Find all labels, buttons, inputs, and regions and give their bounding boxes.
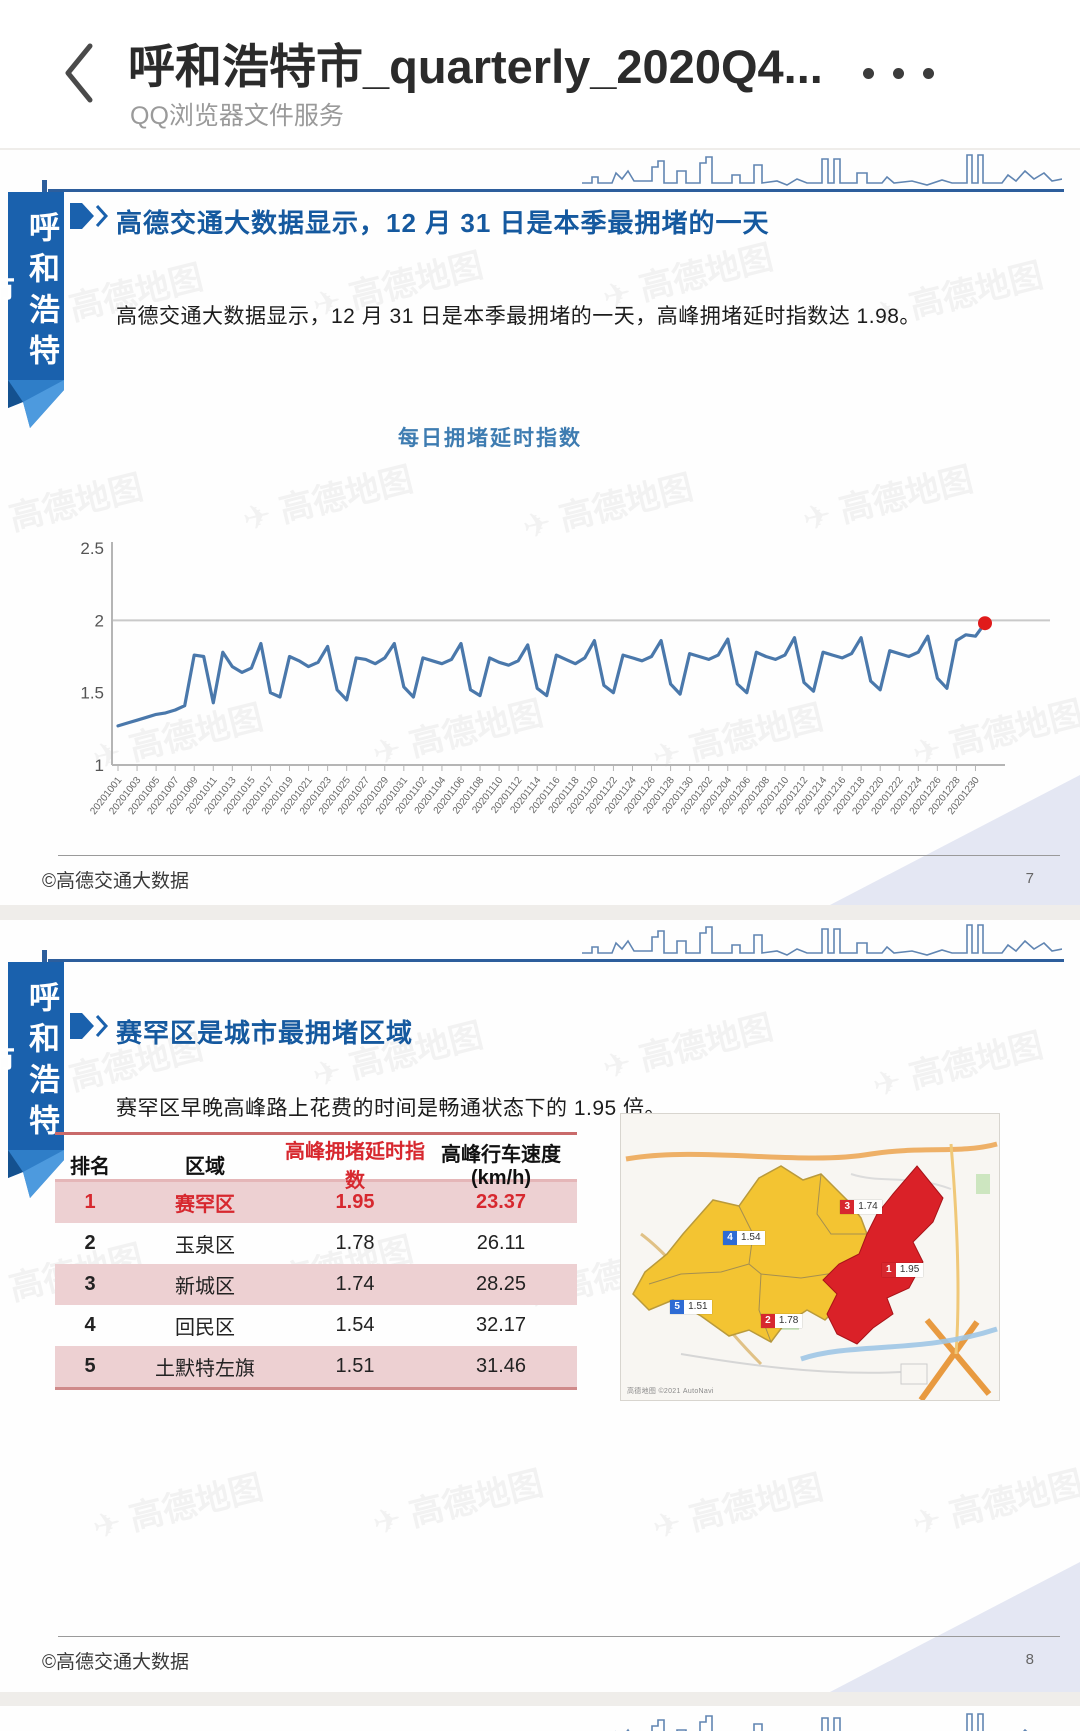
- table-cell: 赛罕区: [175, 1194, 235, 1216]
- page-number: 8: [1025, 1651, 1034, 1668]
- city-tab-ribbon: [8, 1150, 64, 1198]
- table-cell: 1.95: [335, 1191, 375, 1213]
- table-cell: 1.74: [335, 1273, 375, 1295]
- table-row: 1 赛罕区 1.95 23.37: [55, 1182, 577, 1223]
- district-value-tag: 3 1.74: [840, 1199, 882, 1214]
- divider-line: [48, 959, 1064, 962]
- slide2-title: 赛罕区是城市最拥堵区域: [116, 1018, 414, 1048]
- column-header: 高峰拥堵延时指数: [285, 1141, 425, 1192]
- copyright-text: ©高德交通大数据: [42, 871, 189, 892]
- amap-watermark: ✈ 高德地图: [88, 1468, 267, 1548]
- amap-watermark: ✈ 高德地图: [908, 1464, 1080, 1544]
- district-value-tag: 1 1.95: [881, 1262, 924, 1277]
- rank-badge: 2: [760, 1314, 775, 1329]
- table-cell: 1.78: [335, 1232, 375, 1254]
- table-cell: 23.37: [475, 1191, 527, 1213]
- report-page-8: ✈ 高德地图✈ 高德地图✈ 高德地图✈ 高德地图✈ 高德地图✈ 高德地图✈ 高德…: [0, 920, 1080, 1692]
- congestion-index-series: [116, 621, 987, 728]
- title-bullet-arrow-icon: [70, 202, 110, 235]
- table-cell: 新城区: [175, 1276, 235, 1298]
- table-cell: 28.25: [475, 1273, 527, 1295]
- table-cell: 土默特左旗: [155, 1358, 255, 1380]
- district-value-tag: 4 1.54: [723, 1231, 765, 1246]
- table-cell: 26.11: [476, 1232, 526, 1254]
- table-row: 2 玉泉区 1.78 26.11: [55, 1223, 577, 1264]
- table-cell: 玉泉区: [175, 1235, 235, 1257]
- district-value-tag: 2 1.78: [760, 1314, 803, 1329]
- peak-day-endpoint-marker: [978, 616, 992, 631]
- table-cell: 1: [84, 1191, 96, 1213]
- district-value-tag: 5 1.51: [670, 1299, 712, 1314]
- amap-watermark: ✈ 高德地图: [868, 1026, 1047, 1106]
- rank-badge: 4: [723, 1231, 738, 1246]
- divider-notch: [42, 180, 47, 194]
- table-cell: 5: [84, 1355, 96, 1377]
- district-congestion-map: 3 1.74 4 1.54 1 1.95 5 1.51 2 1.78 高德地图 ©2021 Aut…: [620, 1113, 1000, 1402]
- app-header: 呼和浩特市_quarterly_2020Q4... QQ浏览器文件服务: [0, 0, 1080, 148]
- map-attribution: 高德地图 ©2021 AutoNavi: [627, 1388, 714, 1395]
- y-tick-label: 2.5: [80, 539, 104, 558]
- slide1-title: 高德交通大数据显示，12 月 31 日是本季最拥堵的一天: [116, 208, 770, 238]
- corner-decoration: [830, 1562, 1080, 1692]
- divider-notch: [42, 950, 47, 964]
- amap-watermark: ✈ 高德地图: [368, 1464, 547, 1544]
- table-cell: 回民区: [175, 1317, 235, 1339]
- page-number: 7: [1025, 870, 1034, 887]
- district-ranking-table: 排名 区域 高峰拥堵延时指数 高峰行车速度(km/h) 1 赛罕区 1.95 23.37 2 玉泉…: [55, 1132, 577, 1390]
- table-row: 5 土默特左旗 1.51 31.46: [55, 1346, 577, 1387]
- table-cell: 32.17: [475, 1314, 527, 1336]
- footer-divider: [58, 1636, 1060, 1637]
- city-tab: 呼和浩特市: [0, 192, 64, 380]
- y-tick-label: 2: [95, 611, 104, 630]
- delay-index-value: 1.54: [737, 1231, 765, 1246]
- table-row: 3 新城区 1.74 28.25: [55, 1264, 577, 1305]
- more-options-icon[interactable]: [855, 58, 945, 88]
- back-icon[interactable]: [58, 38, 102, 108]
- table-header-row: 排名 区域 高峰拥堵延时指数 高峰行车速度(km/h): [55, 1135, 577, 1192]
- y-tick-label: 1.5: [80, 684, 104, 703]
- document-title: 呼和浩特市_quarterly_2020Q4...: [128, 40, 823, 93]
- divider-line: [48, 189, 1064, 192]
- y-tick-label: 1: [95, 756, 104, 775]
- amap-watermark: ✈ 高德地图: [598, 1008, 777, 1088]
- report-page-next-partial: [0, 1706, 1080, 1731]
- city-skyline-decoration: [582, 154, 1062, 186]
- table-cell: 2: [84, 1232, 96, 1254]
- corner-decoration: [830, 775, 1080, 905]
- amap-watermark: ✈ 高德地图: [648, 1468, 827, 1548]
- delay-index-value: 1.51: [684, 1299, 712, 1314]
- chart-title: 每日拥堵延时指数: [398, 427, 582, 450]
- rank-badge: 1: [881, 1262, 896, 1277]
- column-header: 排名: [70, 1155, 110, 1178]
- map-graphic: [625, 1141, 998, 1402]
- slide1-body-text: 高德交通大数据显示，12 月 31 日是本季最拥堵的一天，高峰拥堵延时指数达 1…: [116, 305, 921, 328]
- city-skyline-decoration: [582, 924, 1062, 956]
- slide2-body-text: 赛罕区早晚高峰路上花费的时间是畅通状态下的 1.95 倍。: [116, 1097, 667, 1120]
- city-skyline-decoration: [615, 1713, 1045, 1731]
- column-header: 高峰行车速度(km/h): [441, 1144, 561, 1189]
- table-cell: 1.54: [335, 1314, 375, 1336]
- rank-badge: 3: [840, 1199, 855, 1214]
- delay-index-value: 1.78: [774, 1314, 803, 1329]
- city-tab-ribbon: [8, 380, 64, 428]
- rank-badge: 5: [670, 1299, 685, 1314]
- footer-divider: [58, 855, 1060, 856]
- service-subtitle: QQ浏览器文件服务: [130, 102, 344, 130]
- table-cell: 4: [84, 1314, 96, 1336]
- table-row: 4 回民区 1.54 32.17: [55, 1305, 577, 1346]
- column-header: 区域: [185, 1155, 225, 1178]
- table-cell: 31.46: [475, 1355, 527, 1377]
- table-cell: 3: [84, 1273, 96, 1295]
- title-bullet-arrow-icon: [70, 1012, 110, 1045]
- report-page-7: ✈ 高德地图 ✈ 高德地图 ✈ 高德地图 ✈ 高德地图 ✈ 高德地图 ✈ 高德地图 ✈ 高德…: [0, 150, 1080, 905]
- table-cell: 1.51: [335, 1355, 375, 1377]
- delay-index-value: 1.95: [895, 1262, 924, 1277]
- city-tab: 呼和浩特市: [0, 962, 64, 1150]
- copyright-text: ©高德交通大数据: [42, 1652, 189, 1673]
- red-district: [822, 1165, 944, 1345]
- delay-index-value: 1.74: [854, 1199, 882, 1214]
